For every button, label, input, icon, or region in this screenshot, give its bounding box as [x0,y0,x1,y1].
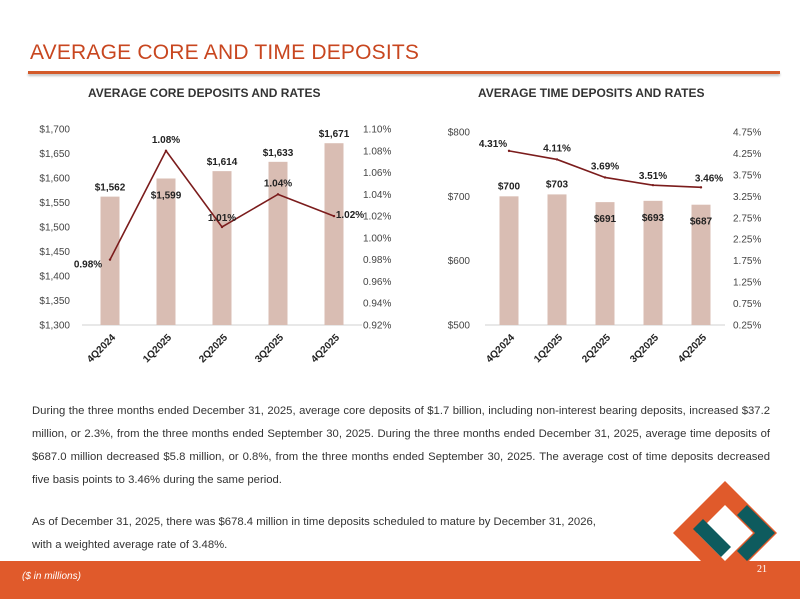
y-tick-label-left: $1,450 [39,247,70,258]
y-tick-label-right: 1.00% [363,233,391,244]
y-tick-label-right: 0.96% [363,277,391,288]
y-tick-label-right: 0.94% [363,299,391,310]
bar [691,204,711,325]
rate-point [555,158,559,161]
title-rule [28,71,780,74]
y-tick-label-left: $1,600 [39,174,70,185]
maturity-line-2: with a weighted average rate of 3.48%. [32,539,228,551]
x-tick-label: 4Q2024 [85,332,118,365]
page-number: 21 [757,564,767,575]
rate-point [108,258,112,261]
x-tick-label: 4Q2024 [484,332,517,365]
rate-data-label: 3.51% [639,171,667,182]
logo-teal-shape-2 [693,519,731,557]
y-tick-label-left: $1,300 [39,321,70,332]
page-title: AVERAGE CORE AND TIME DEPOSITS [30,41,420,64]
footer-bar [0,561,800,599]
x-tick-label: 4Q2025 [676,332,709,365]
rate-data-label: 0.98% [74,260,102,271]
rate-data-label: 1.08% [152,135,180,146]
rate-point [276,193,280,196]
y-tick-label-left: $1,550 [39,198,70,209]
y-tick-label-right: 0.92% [363,321,391,332]
bar [643,200,663,325]
rate-data-label: 1.04% [264,178,292,189]
y-tick-label-left: $1,700 [39,125,70,136]
rate-data-label: 4.31% [479,139,507,150]
y-tick-label-right: 4.75% [733,128,761,139]
y-tick-label-right: 0.98% [363,255,391,266]
maturity-paragraph: As of December 31, 2025, there was $678.… [32,511,770,557]
bar [212,171,232,325]
time-deposits-chart: $500 $600 $700 $800 0.25% 0.75% 1.25% 1.75% 2.25… [448,128,762,366]
rate-point [651,183,655,187]
bar-data-label: $693 [642,213,665,224]
y-tick-label-right: 0.75% [733,299,761,310]
bar [268,161,288,325]
y-tick-label-right: 2.75% [733,213,761,224]
rate-point [603,176,607,179]
footnote: ($ in millions) [22,571,81,582]
y-tick-label-right: 1.06% [363,168,391,179]
bar-data-label: $1,633 [263,148,294,159]
y-tick-label-right: 1.75% [733,256,761,267]
x-tick-label: 4Q2025 [309,332,342,365]
core-deposits-chart-title: AVERAGE CORE DEPOSITS AND RATES [88,86,321,100]
time-deposits-chart-title: AVERAGE TIME DEPOSITS AND RATES [478,86,705,100]
bar [595,202,615,325]
rate-data-label: 3.69% [591,161,619,172]
bar-data-label: $691 [594,214,617,225]
x-tick-label: 3Q2025 [253,332,286,365]
y-tick-label-right: 1.10% [363,125,391,136]
y-tick-label-left: $700 [448,192,471,203]
y-tick-label-left: $1,650 [39,149,70,160]
logo-teal-shape [737,505,775,561]
bar [156,178,176,325]
bar-data-label: $1,599 [151,190,182,201]
bar [499,196,519,325]
core-deposits-chart: $1,300 $1,350 $1,400 $1,450 $1,500 $1,550 $1,6… [39,125,391,366]
rate-point [507,149,511,153]
rate-point [332,214,336,218]
y-tick-label-right: 2.25% [733,235,761,246]
y-tick-label-right: 3.75% [733,170,761,181]
y-tick-label-left: $1,400 [39,272,70,283]
rate-data-label: 3.46% [695,173,723,184]
y-tick-label-left: $800 [448,128,471,139]
y-tick-label-left: $1,500 [39,223,70,234]
bar-data-label: $687 [690,217,713,228]
bar [547,194,567,325]
bar [324,143,344,325]
summary-paragraph: During the three months ended December 3… [32,405,770,486]
y-tick-label-right: 1.02% [363,212,391,223]
bar-data-label: $703 [546,179,569,190]
bar-data-label: $1,562 [95,183,126,194]
x-tick-label: 2Q2025 [197,332,230,365]
rate-data-label: 1.02% [336,210,364,221]
rate-data-label: 4.11% [543,143,571,154]
y-tick-label-right: 0.25% [733,321,761,332]
rate-point [164,149,168,152]
rate-point [220,225,224,229]
bar-data-label: $1,614 [207,157,238,168]
y-tick-label-right: 1.08% [363,146,391,157]
x-tick-label: 3Q2025 [628,332,661,365]
y-tick-label-right: 1.04% [363,190,391,201]
rate-point [699,186,703,189]
rate-data-label: 1.01% [208,213,236,224]
x-tick-label: 1Q2025 [141,332,174,365]
bar-data-label: $700 [498,181,521,192]
x-tick-label: 1Q2025 [532,332,565,365]
bar-data-label: $1,671 [319,129,350,140]
y-tick-label-right: 3.25% [733,192,761,203]
y-tick-label-right: 4.25% [733,149,761,160]
company-logo [673,481,777,585]
y-tick-label-left: $1,350 [39,296,70,307]
y-tick-label-left: $600 [448,256,471,267]
y-tick-label-left: $500 [448,321,471,332]
y-tick-label-right: 1.25% [733,278,761,289]
x-tick-label: 2Q2025 [580,332,613,365]
maturity-line-1: As of December 31, 2025, there was $678.… [32,516,596,528]
